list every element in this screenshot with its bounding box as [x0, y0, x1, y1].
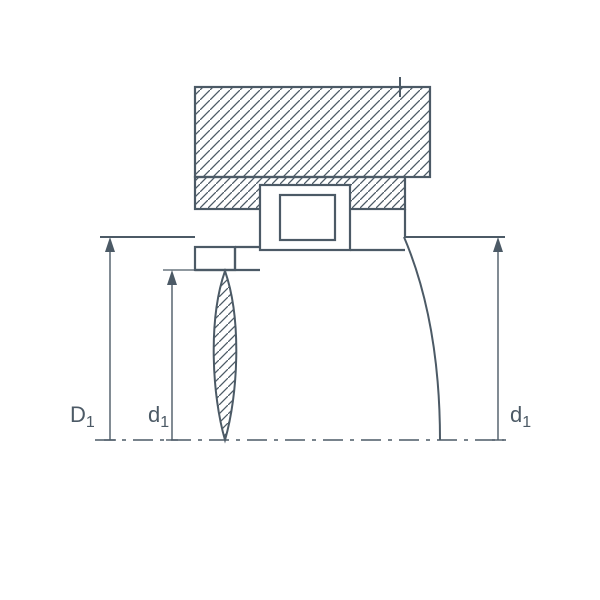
diagram-svg: D1 d1 d1 [0, 0, 600, 600]
label-d1r-sub: 1 [522, 414, 531, 431]
label-d1-left: d1 [148, 402, 169, 431]
outer-race-rect [195, 87, 430, 177]
inner-race-notch [195, 247, 235, 270]
label-d1-right: d1 [510, 402, 531, 431]
label-d1l-sub: 1 [160, 414, 169, 431]
dim-d1-right [492, 237, 504, 440]
dim-D1 [104, 237, 116, 440]
label-d1l-main: d [148, 402, 160, 427]
right-curve [404, 237, 440, 440]
roller-rect [280, 195, 335, 240]
bearing-diagram: D1 d1 d1 [0, 0, 600, 600]
label-D1: D1 [70, 402, 95, 431]
leaf-shape [214, 271, 237, 440]
label-D1-main: D [70, 402, 86, 427]
label-D1-sub: 1 [86, 414, 95, 431]
label-d1r-main: d [510, 402, 522, 427]
